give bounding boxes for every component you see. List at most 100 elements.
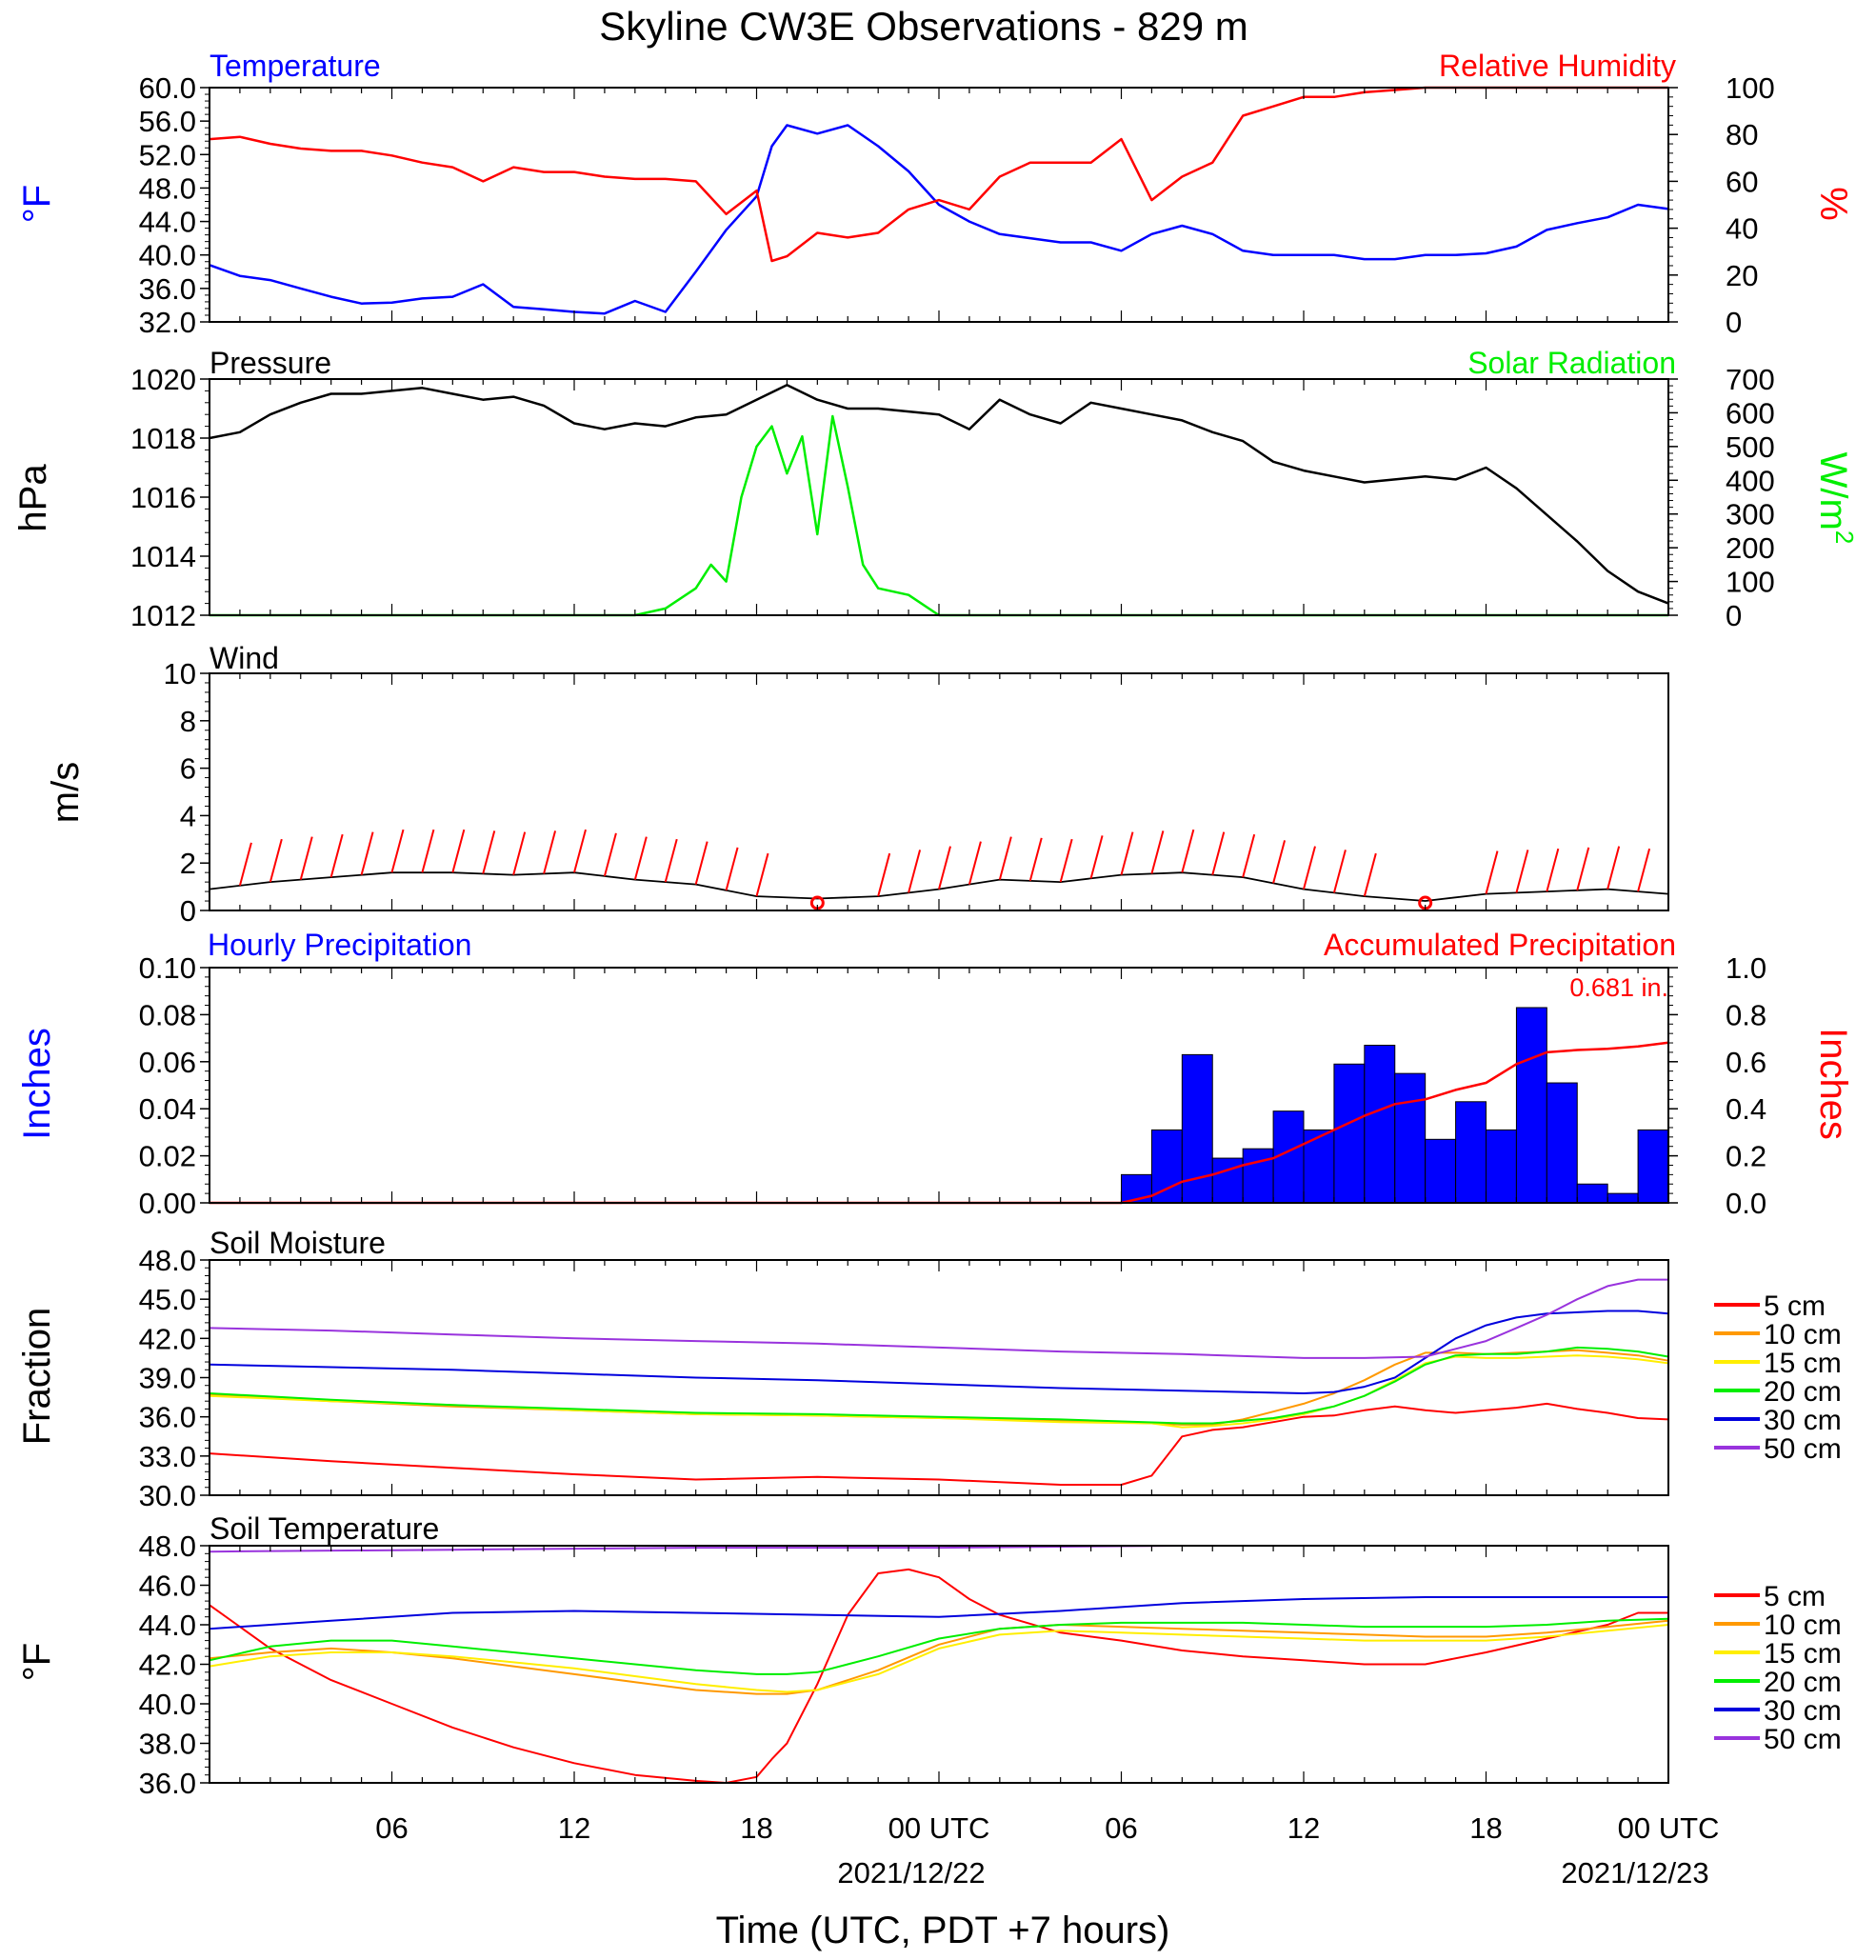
left-tick-label: 60.0: [139, 71, 196, 105]
precip-bar: [1607, 1192, 1639, 1204]
left-tick-label: 44.0: [139, 206, 196, 239]
legend-label: 5 cm: [1764, 1581, 1826, 1612]
wind-barb: [329, 833, 344, 878]
date-label-1: 2021/12/22: [837, 1856, 985, 1890]
wind-barb: [390, 829, 405, 873]
precipitation-series: [210, 1007, 1669, 1205]
right-tick-label: 300: [1726, 498, 1775, 531]
panel-precipitation: Hourly Precipitation Accumulated Precipi…: [16, 928, 1854, 1220]
precip-bar: [1425, 1138, 1457, 1204]
wind-barb: [938, 846, 951, 890]
legend-label: 10 cm: [1764, 1610, 1842, 1641]
panel-soil-temperature: Soil Temperature °F 48.0 46.0 44.0 42.0 40.0…: [16, 1511, 1842, 1800]
legend-label: 30 cm: [1764, 1695, 1842, 1727]
temperature-axis: 60.056.052.048.044.040.036.032.0: [139, 71, 210, 339]
left-tick-label: 44.0: [139, 1609, 196, 1642]
right-tick-label: 0: [1726, 306, 1742, 339]
temperature-rh-series: [209, 86, 1669, 315]
wind-barb: [1576, 847, 1590, 891]
wind-barb: [1272, 840, 1287, 884]
wind-barb: [512, 831, 527, 875]
soil-temperature-line: [209, 1624, 1669, 1693]
date-label-2: 2021/12/23: [1561, 1856, 1708, 1890]
soil-moisture-line: [209, 1402, 1669, 1486]
right-tick-label: 100: [1726, 566, 1775, 599]
pressure-title: Pressure: [210, 346, 331, 380]
precip-bar: [1486, 1129, 1517, 1204]
left-tick-label: 36.0: [139, 272, 196, 306]
accumulated-precip-line: [210, 1041, 1669, 1205]
x-tick-label: 00 UTC: [888, 1811, 990, 1845]
pressure-axis: 1020 1018 1016 1014 1012: [130, 363, 210, 632]
panel-frame: [209, 1545, 1669, 1784]
wind-barb: [1120, 831, 1134, 875]
wind-barb: [1181, 829, 1195, 873]
left-tick-label: 1018: [130, 422, 196, 455]
wind-title: Wind: [210, 641, 279, 675]
rh-title: Relative Humidity: [1439, 49, 1676, 83]
right-tick-label: 1.0: [1726, 951, 1766, 985]
wind-barb: [1059, 838, 1073, 883]
rh-axis: 100 80 60 40 20 0: [1668, 71, 1775, 339]
solar-unit-base: W/m: [1812, 452, 1854, 530]
right-tick-label: 200: [1726, 531, 1775, 565]
solar-title: Solar Radiation: [1467, 346, 1676, 380]
precip-bar: [1576, 1183, 1608, 1204]
right-tick-label: 0.0: [1726, 1187, 1766, 1220]
left-tick-label: 42.0: [139, 1649, 196, 1682]
soil-moisture-line: [209, 1310, 1669, 1394]
right-tick-label: 0.2: [1726, 1140, 1766, 1173]
solar-unit-sup: 2: [1830, 530, 1859, 544]
pressure-line: [209, 383, 1669, 605]
accum-precip-title: Accumulated Precipitation: [1324, 928, 1676, 962]
left-tick-label: 39.0: [139, 1362, 196, 1395]
wind-barb: [603, 832, 617, 877]
wind-barb: [1485, 850, 1499, 894]
left-tick-label: 1020: [130, 363, 196, 396]
wind-barb: [877, 852, 891, 897]
legend-label: 15 cm: [1764, 1348, 1842, 1379]
left-tick-label: 1012: [130, 599, 196, 632]
panel-soil-moisture: Soil Moisture Fraction 48.0 45.0 42.0 39.0 3…: [16, 1226, 1842, 1512]
wind-barb: [269, 838, 283, 883]
left-tick-label: 36.0: [139, 1767, 196, 1800]
x-tick-label: 06: [1105, 1811, 1137, 1845]
soil-temperature-axis: 48.0 46.0 44.0 42.0 40.0 38.0 36.0: [139, 1530, 210, 1800]
wind-barb: [1546, 848, 1560, 892]
left-tick-label: 32.0: [139, 306, 196, 339]
precip-total-annotation: 0.681 in.: [1569, 973, 1668, 1002]
right-tick-label: 500: [1726, 430, 1775, 464]
hourly-precip-axis: 0.10 0.08 0.06 0.04 0.02 0.00: [139, 951, 210, 1220]
wind-barb: [238, 842, 252, 887]
precip-bar: [1637, 1129, 1669, 1204]
panel-frame: [209, 1259, 1669, 1496]
wind-barb: [1515, 850, 1529, 893]
x-tick-label: 12: [558, 1811, 590, 1845]
wind-unit: m/s: [45, 762, 87, 823]
wind-barb: [299, 836, 313, 880]
temperature-title: Temperature: [210, 49, 381, 83]
left-tick-label: 52.0: [139, 138, 196, 171]
x-tick-label: 12: [1287, 1811, 1320, 1845]
wind-barb: [360, 831, 374, 875]
left-tick-label: 0.02: [139, 1140, 196, 1173]
left-tick-label: 6: [180, 752, 196, 786]
wind-barb: [543, 830, 557, 874]
soil-moisture-series: [209, 1278, 1669, 1486]
left-tick-label: 48.0: [139, 1530, 196, 1563]
panel-pressure-solar: Pressure Solar Radiation hPa W/m2 1020 10…: [12, 346, 1859, 632]
wind-barb: [1607, 846, 1621, 890]
wind-barb: [755, 852, 769, 897]
left-tick-label: 2: [180, 847, 196, 880]
legend-label: 20 cm: [1764, 1376, 1842, 1408]
legend-label: 10 cm: [1764, 1319, 1842, 1350]
left-tick-label: 0.06: [139, 1046, 196, 1079]
pressure-unit: hPa: [12, 464, 54, 532]
wind-barb: [573, 829, 587, 873]
wind-barb: [482, 830, 496, 874]
wind-barb: [1242, 833, 1256, 878]
precip-left-unit: Inches: [16, 1028, 58, 1140]
precip-bar: [1455, 1101, 1487, 1204]
